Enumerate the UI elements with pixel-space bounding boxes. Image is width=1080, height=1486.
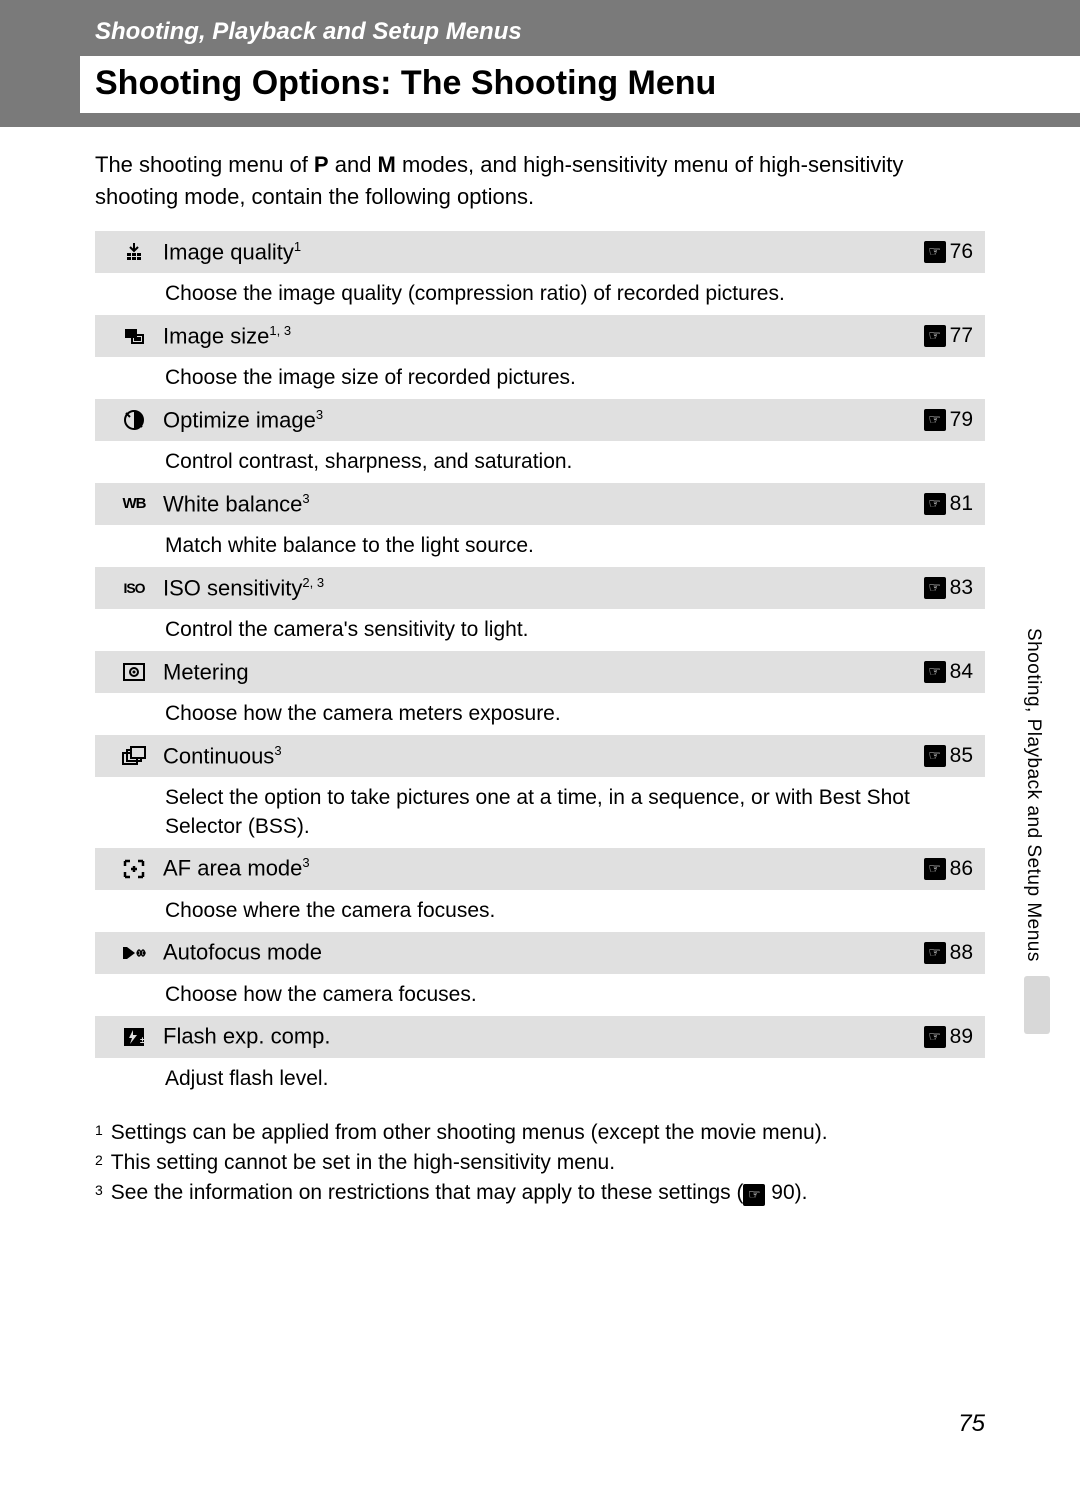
side-tab-marker — [1024, 976, 1050, 1034]
side-tab-label: Shooting, Playback and Setup Menus — [1022, 628, 1044, 962]
option-title: ISO sensitivity2, 3 — [163, 575, 924, 601]
option-row-header: Continuous3 ☞85 — [95, 735, 985, 777]
page-ref-icon: ☞ — [924, 241, 946, 263]
footnote-2: 2This setting cannot be set in the high-… — [95, 1148, 985, 1178]
mode-p: P — [314, 152, 329, 177]
image-quality-icon — [105, 241, 163, 263]
svg-text:±: ± — [140, 1035, 145, 1045]
white-balance-icon: WB — [105, 491, 163, 517]
option-title: Image quality1 — [163, 239, 924, 265]
page-ref: ☞86 — [924, 857, 973, 881]
option-desc: Choose the image size of recorded pictur… — [95, 357, 985, 399]
intro-mid: and — [329, 152, 378, 177]
option-title: White balance3 — [163, 491, 924, 517]
option-desc: Adjust flash level. — [95, 1058, 985, 1100]
option-desc: Choose where the camera focuses. — [95, 890, 985, 932]
footnote-1: 1Settings can be applied from other shoo… — [95, 1118, 985, 1148]
option-row-header: ISO ISO sensitivity2, 3 ☞83 — [95, 567, 985, 609]
option-title: Metering — [163, 659, 924, 685]
page-ref-icon: ☞ — [924, 409, 946, 431]
option-desc: Select the option to take pictures one a… — [95, 777, 985, 848]
page-number: 75 — [958, 1410, 985, 1438]
option-title: Image size1, 3 — [163, 323, 924, 349]
page-ref-icon: ☞ — [743, 1184, 765, 1206]
page-ref-icon: ☞ — [924, 325, 946, 347]
intro-pre: The shooting menu of — [95, 152, 314, 177]
metering-icon — [105, 661, 163, 683]
option-row-header: Optimize image3 ☞79 — [95, 399, 985, 441]
option-title: Flash exp. comp. — [163, 1023, 924, 1049]
page-ref: ☞85 — [924, 744, 973, 768]
page-ref: ☞89 — [924, 1025, 973, 1049]
option-desc: Choose how the camera meters exposure. — [95, 693, 985, 735]
option-row-header: WB White balance3 ☞81 — [95, 483, 985, 525]
optimize-image-icon — [105, 408, 163, 432]
breadcrumb: Shooting, Playback and Setup Menus — [0, 10, 1080, 56]
page-title: Shooting Options: The Shooting Menu — [95, 64, 1080, 103]
flash-comp-icon: ± — [105, 1026, 163, 1048]
option-desc: Control the camera's sensitivity to ligh… — [95, 609, 985, 651]
image-size-icon — [105, 325, 163, 347]
page-ref-icon: ☞ — [924, 493, 946, 515]
option-row-header: Autofocus mode ☞88 — [95, 932, 985, 974]
option-row-header: Metering ☞84 — [95, 651, 985, 693]
option-row-header: Image quality1 ☞76 — [95, 231, 985, 273]
option-title: AF area mode3 — [163, 855, 924, 881]
page-ref-icon: ☞ — [924, 1026, 946, 1048]
mode-m: M — [378, 152, 396, 177]
option-row-header: ± Flash exp. comp. ☞89 — [95, 1016, 985, 1058]
page-ref-icon: ☞ — [924, 661, 946, 683]
af-area-icon — [105, 858, 163, 880]
option-title: Autofocus mode — [163, 939, 924, 965]
option-desc: Control contrast, sharpness, and saturat… — [95, 441, 985, 483]
option-row-header: Image size1, 3 ☞77 — [95, 315, 985, 357]
option-row-header: AF area mode3 ☞86 — [95, 848, 985, 890]
content-area: The shooting menu of P and M modes, and … — [0, 127, 1080, 1209]
header-bar: Shooting, Playback and Setup Menus Shoot… — [0, 0, 1080, 127]
footnote-3: 3See the information on restrictions tha… — [95, 1178, 985, 1208]
header-underline — [0, 113, 1080, 127]
page-ref: ☞77 — [924, 324, 973, 348]
title-strip: Shooting Options: The Shooting Menu — [80, 56, 1080, 113]
page-ref-icon: ☞ — [924, 745, 946, 767]
option-desc: Choose the image quality (compression ra… — [95, 273, 985, 315]
page-ref: ☞81 — [924, 492, 973, 516]
footnotes: 1Settings can be applied from other shoo… — [95, 1118, 985, 1209]
iso-icon: ISO — [105, 575, 163, 601]
page-ref-icon: ☞ — [924, 858, 946, 880]
continuous-icon — [105, 745, 163, 767]
page-ref: ☞76 — [924, 240, 973, 264]
option-desc: Choose how the camera focuses. — [95, 974, 985, 1016]
page-ref: ☞83 — [924, 576, 973, 600]
page-ref: ☞84 — [924, 660, 973, 684]
page-ref: ☞79 — [924, 408, 973, 432]
page-ref-icon: ☞ — [924, 942, 946, 964]
page-ref: ☞88 — [924, 941, 973, 965]
autofocus-mode-icon — [105, 943, 163, 963]
option-desc: Match white balance to the light source. — [95, 525, 985, 567]
option-title: Optimize image3 — [163, 407, 924, 433]
option-title: Continuous3 — [163, 743, 924, 769]
intro-text: The shooting menu of P and M modes, and … — [95, 149, 985, 213]
page-ref-icon: ☞ — [924, 577, 946, 599]
options-table: Image quality1 ☞76 Choose the image qual… — [95, 231, 985, 1100]
